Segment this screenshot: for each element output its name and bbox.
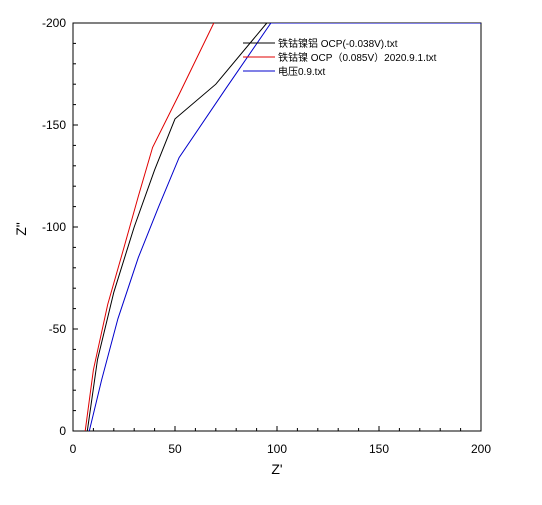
y-axis-label: Z" <box>13 222 29 236</box>
legend-label-2: 电压0.9.txt <box>278 65 325 78</box>
series-group <box>84 23 481 431</box>
axis-ticks: 0 50 100 150 200 0 -50 -100 -150 -200 <box>42 16 491 456</box>
x-axis-label: Z' <box>271 461 282 477</box>
y-tick-label: 0 <box>59 424 66 438</box>
series-line-1 <box>84 23 215 431</box>
x-tick-label: 100 <box>267 442 287 456</box>
y-tick-label: -50 <box>49 322 67 336</box>
x-tick-label: 200 <box>471 442 491 456</box>
legend-label-1: 铁钴镍 OCP（0.085V）2020.9.1.txt <box>278 51 437 64</box>
y-tick-label: -200 <box>42 16 66 30</box>
plot-frame <box>72 22 482 432</box>
x-tick-label: 50 <box>168 442 182 456</box>
x-tick-label: 150 <box>369 442 389 456</box>
series-line-0 <box>86 23 268 431</box>
x-tick-label: 0 <box>70 442 77 456</box>
series-line-2 <box>88 23 481 431</box>
legend-label-0: 铁钴镍铝 OCP(-0.038V).txt <box>278 37 398 50</box>
y-tick-label: -150 <box>42 118 66 132</box>
legend: 铁钴镍铝 OCP(-0.038V).txt 铁钴镍 OCP（0.085V）202… <box>243 37 437 78</box>
y-tick-label: -100 <box>42 220 66 234</box>
